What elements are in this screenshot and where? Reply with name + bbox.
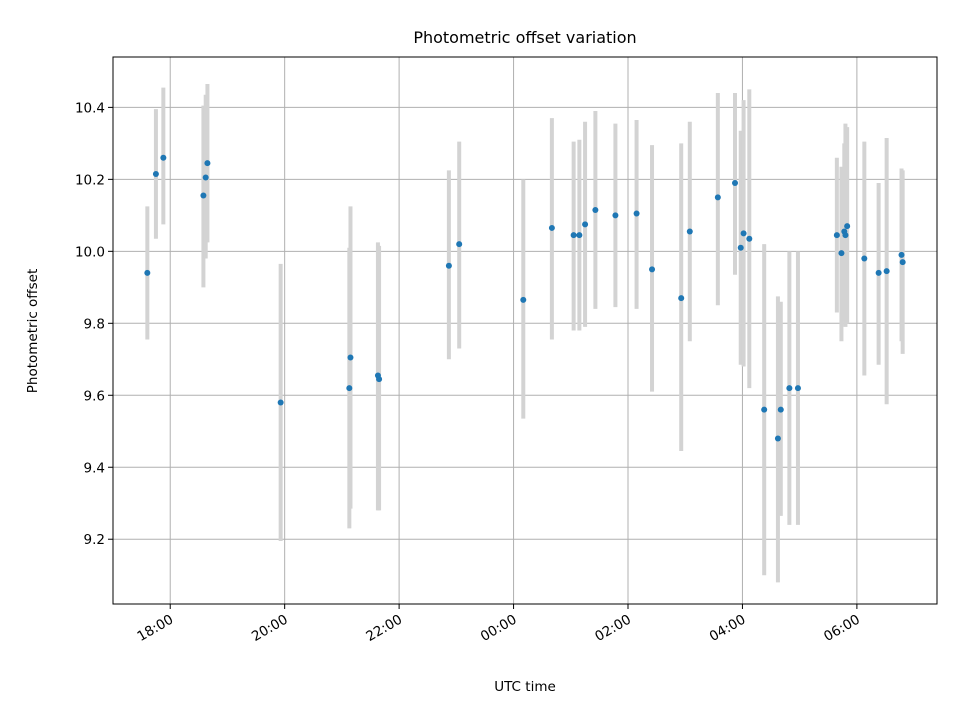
data-point	[346, 385, 353, 392]
data-point	[445, 262, 452, 269]
y-tick-label: 10.4	[75, 100, 105, 116]
data-point	[144, 269, 151, 276]
data-point	[777, 406, 784, 413]
data-point	[898, 251, 905, 258]
data-point	[152, 170, 159, 177]
data-point	[686, 228, 693, 235]
data-point	[520, 296, 527, 303]
data-point	[649, 266, 656, 273]
y-tick-label: 9.6	[84, 388, 105, 404]
y-tick-label: 10.2	[75, 172, 105, 188]
y-tick-label: 9.8	[84, 316, 105, 332]
data-point	[576, 232, 583, 239]
data-point	[746, 235, 753, 242]
data-point	[883, 268, 890, 275]
data-point	[794, 385, 801, 392]
data-point	[202, 174, 209, 181]
data-point	[774, 435, 781, 442]
data-point	[592, 206, 599, 213]
data-point	[740, 230, 747, 237]
x-axis-label: UTC time	[494, 679, 556, 695]
data-point	[376, 376, 383, 383]
data-point	[570, 232, 577, 239]
data-point	[838, 250, 845, 257]
data-point	[714, 194, 721, 201]
y-axis-ticks: 9.2 9.4 9.6 9.8 10.0 10.2 10.4	[75, 100, 113, 548]
data-point	[833, 232, 840, 239]
data-point	[861, 255, 868, 262]
data-point	[678, 295, 685, 302]
data-point	[612, 212, 619, 219]
data-point	[761, 406, 768, 413]
data-point	[899, 259, 906, 266]
chart-title: Photometric offset variation	[413, 28, 636, 47]
data-point	[204, 160, 211, 167]
data-point	[200, 192, 207, 199]
y-tick-label: 10.0	[75, 244, 105, 260]
data-point	[347, 354, 354, 361]
y-axis-label: Photometric offset	[25, 269, 41, 393]
plot-frame	[112, 56, 938, 605]
data-point	[875, 269, 882, 276]
data-point	[548, 224, 555, 231]
data-point	[737, 244, 744, 251]
data-point	[456, 241, 463, 248]
y-tick-label: 9.2	[84, 532, 105, 548]
y-tick-label: 9.4	[84, 460, 105, 476]
data-point	[633, 210, 640, 217]
data-point	[582, 221, 589, 228]
data-point	[842, 232, 849, 239]
data-point	[160, 154, 167, 161]
data-point	[732, 179, 739, 186]
data-point	[844, 223, 851, 230]
data-points	[144, 154, 906, 442]
data-point	[277, 399, 284, 406]
data-point	[786, 385, 793, 392]
